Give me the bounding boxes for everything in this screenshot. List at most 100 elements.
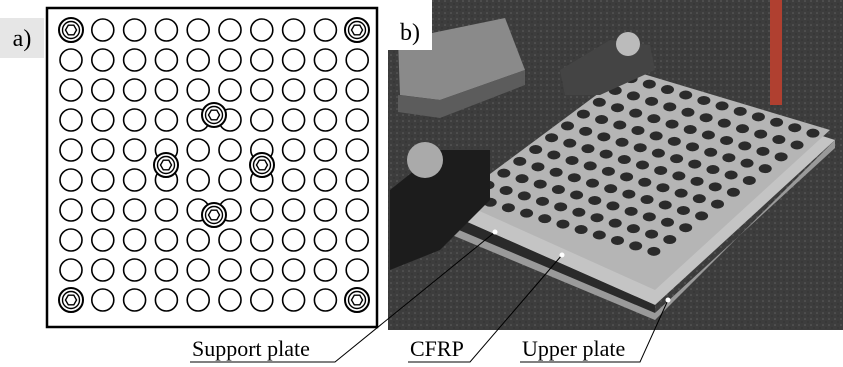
photo-hole [661,218,674,227]
hole [124,259,146,281]
hole [346,259,368,281]
hole [346,49,368,71]
photo-hole [550,168,563,177]
callout-label: Support plate [192,336,310,361]
hole [251,49,273,71]
hole [92,109,114,131]
photo-hole [627,91,640,100]
photo-hole [500,186,513,195]
hole [92,139,114,161]
figure: a) b) Support plate CFRP Upper pla [0,0,843,367]
hole [314,109,336,131]
photo-hole [531,162,544,171]
photo-hole [759,164,772,173]
photo-hole [536,197,549,206]
photo-hole [645,230,658,239]
hole [219,289,241,311]
photo-hole [661,85,674,94]
hole [219,49,241,71]
hole [124,19,146,41]
photo-hole [586,179,599,188]
panel-label: a) [13,26,32,52]
photo-hole [634,143,647,152]
photo-hole [659,201,672,210]
hole [283,109,305,131]
hole [251,79,273,101]
hole [346,169,368,191]
photo-hole [775,152,788,161]
photo-hole [545,133,558,142]
photo-hole [647,114,660,123]
hole [155,199,177,221]
photo-hole [643,80,656,89]
hole [314,79,336,101]
hole [187,49,209,71]
photo-hole [629,241,642,250]
photo-hole [588,196,601,205]
photo-hole [593,231,606,240]
photo-hole [679,223,692,232]
hole [124,169,146,191]
hole [251,259,273,281]
hole [314,49,336,71]
photo-hole [572,208,585,217]
hole [155,109,177,131]
photo-hole [654,166,667,175]
hole [124,109,146,131]
photo: b) [388,0,843,330]
photo-hole [695,211,708,220]
hole [124,79,146,101]
photo-hole [563,139,576,148]
photo-hole [561,121,574,130]
hole [124,229,146,251]
hole [219,259,241,281]
photo-hole [720,136,733,145]
hole [219,229,241,251]
photo-hole [722,153,735,162]
photo-hole [609,219,622,228]
photo-hole [516,174,529,183]
photo-hole [570,191,583,200]
photo-hole [718,119,731,128]
photo-hole [520,209,533,218]
hole [92,79,114,101]
hole [219,169,241,191]
photo-hole [738,141,751,150]
photo-hole [754,130,767,139]
photo-hole [734,107,747,116]
photo-hole [627,224,640,233]
hole [314,229,336,251]
hole [251,19,273,41]
hole [92,49,114,71]
hole [283,49,305,71]
photo-hole [577,110,590,119]
hole [346,139,368,161]
photo-hole [611,103,624,112]
photo-hole [584,161,597,170]
photo-hole [656,183,669,192]
photo-hole [677,206,690,215]
hole [155,49,177,71]
hole [219,19,241,41]
hole [187,79,209,101]
photo-hole [716,101,729,110]
hole [155,79,177,101]
hole [314,139,336,161]
hole [155,259,177,281]
hole [155,289,177,311]
photo-hole [602,167,615,176]
leader-dot [493,230,498,235]
photo-hole [645,97,658,106]
photo-hole [688,160,701,169]
photo-hole [727,188,740,197]
photo-hole [597,132,610,141]
hole [60,109,82,131]
hole [346,229,368,251]
photo-hole [675,189,688,198]
photo-hole [579,127,592,136]
clamp-bolt [407,142,443,178]
hole [251,109,273,131]
hole [187,259,209,281]
hole [60,169,82,191]
hole [60,229,82,251]
